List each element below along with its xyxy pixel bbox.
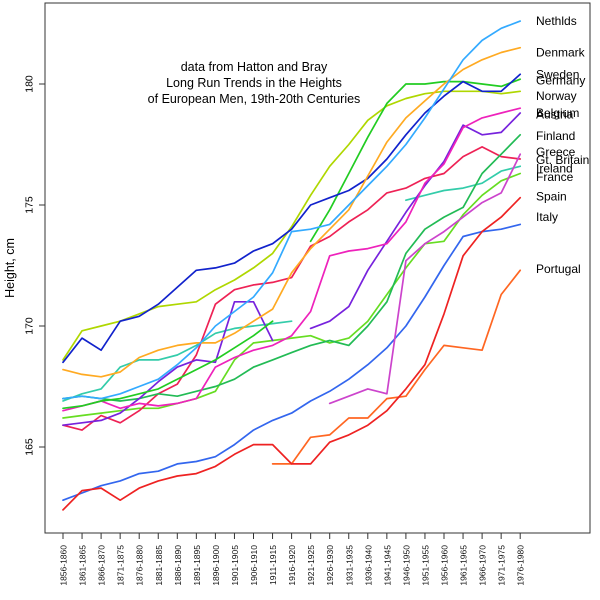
x-tick-label: 1946-1950 <box>401 545 411 586</box>
series-line-france <box>62 172 522 419</box>
series-label-ireland: Ireland <box>536 162 573 176</box>
series-label-belgium: Belgium <box>536 106 579 120</box>
series-label-spain: Spain <box>536 190 567 204</box>
chart-title-line: data from Hatton and Bray <box>181 60 328 74</box>
series-line-finland <box>62 133 522 402</box>
x-tick-label: 1911-1915 <box>268 545 278 585</box>
series-line-denmark <box>62 46 522 378</box>
x-tick-label: 1926-1930 <box>325 545 335 586</box>
chart-title-line: of European Men, 19th-20th Centuries <box>148 92 361 106</box>
x-tick-label: 1861-1865 <box>78 545 88 586</box>
y-tick-label: 165 <box>24 438 36 456</box>
x-tick-label: 1871-1875 <box>116 545 126 586</box>
plot-box <box>44 2 591 534</box>
series-line-ireland <box>62 320 293 402</box>
series-line-gt-britain <box>62 146 522 431</box>
series-line-sweden <box>62 73 522 364</box>
series-line-norway <box>62 90 522 361</box>
x-tick-label: 1941-1945 <box>382 545 392 586</box>
series-label-netherlands: Nethlds <box>536 14 577 28</box>
series-line-germany <box>309 78 522 243</box>
x-tick-label: 1976-1980 <box>516 545 526 586</box>
series-line-italy <box>62 223 522 502</box>
series-line-germany <box>62 320 274 410</box>
series-label-finland: Finland <box>536 129 575 143</box>
x-tick-label: 1886-1890 <box>173 545 183 586</box>
x-tick-label: 1896-1900 <box>211 545 221 586</box>
x-tick-label: 1901-1905 <box>230 545 240 586</box>
x-tick-label: 1921-1925 <box>306 545 316 586</box>
x-tick-label: 1961-1965 <box>459 545 469 586</box>
x-tick-label: 1856-1860 <box>59 545 69 586</box>
x-tick-label: 1956-1960 <box>440 545 450 586</box>
y-axis-title: Height, cm <box>3 238 17 298</box>
x-tick-label: 1971-1975 <box>497 545 507 586</box>
series-line-belgium <box>62 300 274 427</box>
y-tick-label: 170 <box>24 317 36 335</box>
x-tick-label: 1916-1920 <box>287 545 297 586</box>
x-tick-label: 1951-1955 <box>420 545 430 586</box>
series-label-austria: Austria <box>536 107 574 121</box>
series-label-denmark: Denmark <box>536 46 586 60</box>
chart-title-line: Long Run Trends in the Heights <box>166 76 342 90</box>
x-tick-label: 1936-1940 <box>363 545 373 586</box>
series-label-italy: Italy <box>536 210 558 224</box>
y-tick-label: 180 <box>24 75 36 93</box>
series-label-germany: Germany <box>536 73 585 87</box>
series-line-greece <box>328 153 522 405</box>
series-label-sweden: Sweden <box>536 67 579 81</box>
y-tick-label: 175 <box>24 196 36 214</box>
series-label-portugal: Portugal <box>536 262 581 276</box>
x-tick-label: 1866-1870 <box>97 545 107 586</box>
series-line-ireland <box>405 165 522 202</box>
series-line-austria <box>62 107 522 412</box>
series-line-spain <box>62 196 522 511</box>
x-tick-label: 1876-1880 <box>135 545 145 586</box>
series-line-belgium <box>309 112 522 330</box>
x-tick-label: 1891-1895 <box>192 545 202 586</box>
series-line-netherlands <box>62 20 522 400</box>
series-label-greece: Greece <box>536 145 576 159</box>
series-label-gt-britain: Gt. Britain <box>536 153 589 167</box>
x-tick-label: 1906-1910 <box>249 545 259 586</box>
series-line-portugal <box>271 269 522 465</box>
x-tick-label: 1881-1885 <box>154 545 164 586</box>
series-label-france: France <box>536 170 574 184</box>
series-label-norway: Norway <box>536 89 577 103</box>
x-tick-label: 1931-1935 <box>344 545 354 586</box>
x-tick-label: 1966-1970 <box>478 545 488 586</box>
